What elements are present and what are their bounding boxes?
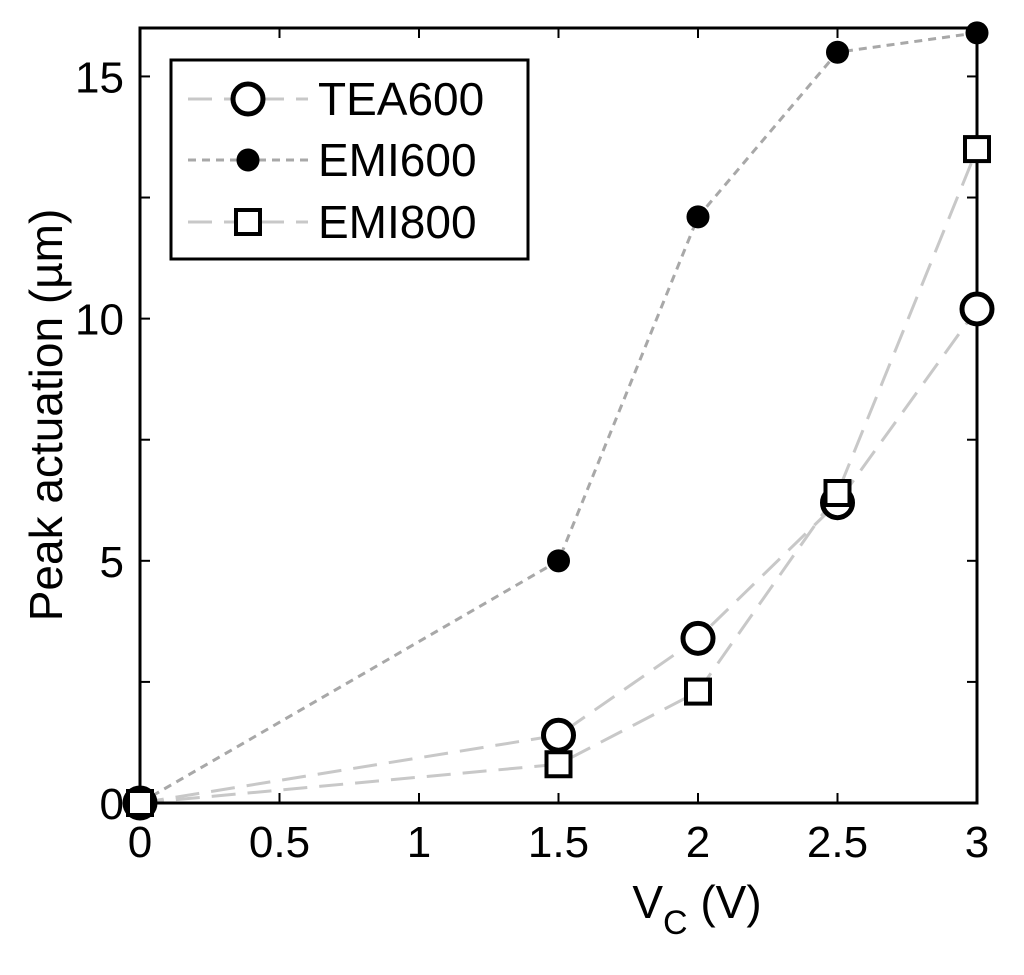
y-axis-title: Peak actuation (µm) bbox=[20, 209, 72, 622]
legend-marker bbox=[234, 208, 262, 236]
data-point-emi600 bbox=[547, 549, 570, 573]
x-tick-label: 1.5 bbox=[528, 818, 589, 867]
x-axis-title-main: V bbox=[632, 876, 663, 928]
legend-marker bbox=[230, 81, 266, 117]
y-tick-label: 10 bbox=[75, 296, 124, 345]
x-tick-label: 0 bbox=[128, 818, 152, 867]
x-tick-label: 1 bbox=[407, 818, 431, 867]
y-tick-label: 5 bbox=[100, 538, 124, 587]
x-tick-labels: 0 0.5 1 1.5 2 2.5 3 bbox=[128, 818, 989, 867]
data-point-emi600 bbox=[826, 40, 849, 64]
data-point-emi600 bbox=[686, 205, 710, 229]
legend-label: TEA600 bbox=[318, 73, 484, 125]
data-point-emi800 bbox=[823, 479, 852, 507]
x-axis-title-subscript: C bbox=[663, 904, 688, 942]
data-point-emi800 bbox=[126, 789, 154, 817]
data-point-tea600 bbox=[541, 717, 576, 753]
data-point-emi800 bbox=[544, 750, 573, 779]
data-point-emi600 bbox=[965, 21, 989, 45]
y-tick-label: 0 bbox=[100, 780, 124, 829]
data-point-emi800 bbox=[684, 677, 712, 706]
data-point-emi800 bbox=[963, 135, 991, 164]
y-tick-label: 15 bbox=[75, 53, 124, 102]
x-tick-label: 2 bbox=[686, 818, 710, 867]
legend-label: EMI800 bbox=[318, 196, 477, 248]
x-tick-label: 0.5 bbox=[249, 818, 310, 867]
legend-entry-emi800: EMI800 bbox=[188, 196, 477, 248]
x-tick-label: 2.5 bbox=[807, 818, 868, 867]
x-axis-title: VC (V) bbox=[632, 876, 761, 942]
legend-label: EMI600 bbox=[318, 134, 477, 186]
data-point-tea600 bbox=[959, 291, 995, 327]
series-markers bbox=[122, 21, 995, 821]
legend: TEA600 EMI600 EMI800 bbox=[169, 58, 530, 261]
data-point-tea600 bbox=[680, 620, 716, 656]
y-tick-labels: 0 5 10 15 bbox=[75, 53, 124, 829]
x-tick-label: 3 bbox=[965, 818, 989, 867]
x-axis-title-unit: (V) bbox=[688, 876, 762, 928]
legend-entry-tea600: TEA600 bbox=[188, 73, 484, 125]
legend-entry-emi600: EMI600 bbox=[188, 134, 477, 186]
legend-marker bbox=[236, 148, 260, 172]
